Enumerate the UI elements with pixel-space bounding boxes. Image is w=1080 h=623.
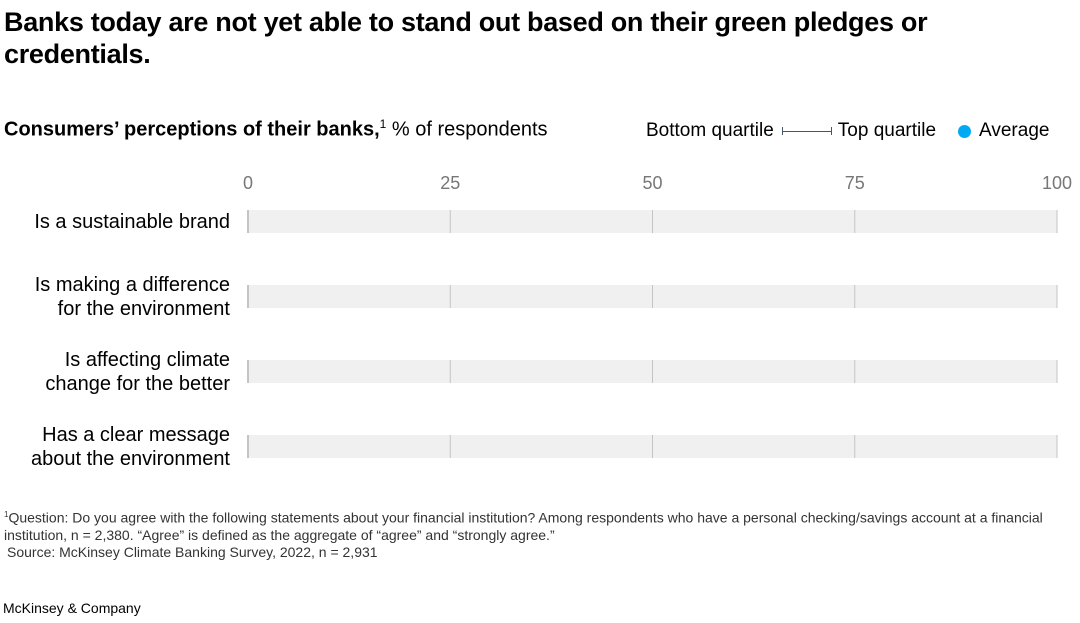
row-label: Has a clear message about the environment (31, 423, 230, 471)
footnote-text: Question: Do you agree with the followin… (4, 509, 1043, 543)
chart-subtitle: Consumers’ perceptions of their banks,1 … (4, 117, 548, 142)
row-label: Is making a difference for the environmen… (35, 273, 230, 321)
row-label-line: Is affecting climate (64, 348, 230, 371)
brand-logo: McKinsey & Company (3, 600, 141, 616)
row-label-line: for the environment (57, 297, 230, 320)
row-label: Is affecting climate change for the bette… (45, 348, 230, 396)
x-tick-label: 0 (243, 173, 253, 193)
legend: Bottom quartile Top quartile Average (646, 120, 1049, 142)
average-dot-icon (958, 124, 972, 138)
x-tick-label: 100 (1042, 173, 1072, 193)
footnote-mark: 1 (4, 510, 9, 519)
footnote-mark: 1 (379, 117, 387, 131)
row-label-line: Has a clear message (42, 423, 230, 446)
row-label-line: Is a sustainable brand (34, 210, 230, 233)
source: Source: McKinsey Climate Banking Survey,… (7, 543, 378, 560)
footnotes: 1Question: Do you agree with the followi… (4, 506, 1074, 561)
legend-top-quartile: Top quartile (837, 120, 937, 141)
row-label-line: change for the better (45, 372, 230, 395)
unit-label: % of respondents (386, 118, 548, 141)
footnote-question: 1Question: Do you agree with the followi… (4, 506, 1074, 544)
x-tick-label: 50 (642, 173, 662, 193)
row-label: Is a sustainable brand (34, 210, 230, 234)
x-tick-label: 25 (440, 173, 460, 193)
x-tick-label: 75 (845, 173, 865, 193)
row-label-line: about the environment (30, 447, 230, 470)
chart-title: Consumers’ perceptions of their banks, (4, 118, 380, 141)
row-label-line: Is making a difference (34, 273, 230, 296)
page-title: Banks today are not yet able to stand ou… (4, 7, 928, 69)
range-icon (781, 125, 832, 137)
legend-average: Average (979, 120, 1050, 141)
legend-bottom-quartile: Bottom quartile (646, 120, 774, 141)
